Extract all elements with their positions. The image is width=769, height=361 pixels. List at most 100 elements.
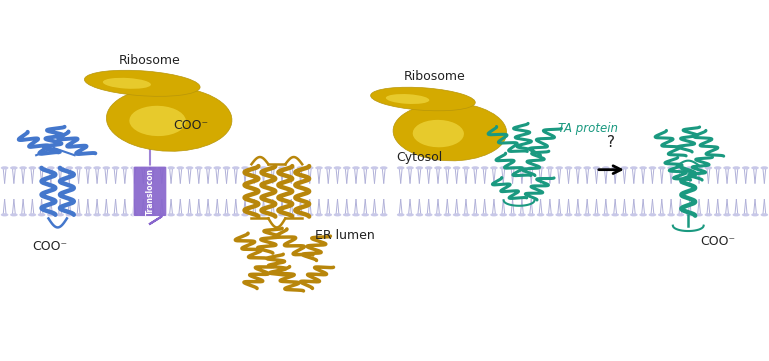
- Ellipse shape: [695, 166, 703, 170]
- Ellipse shape: [406, 213, 414, 217]
- Ellipse shape: [630, 213, 638, 217]
- Ellipse shape: [1, 213, 8, 217]
- Ellipse shape: [444, 166, 451, 170]
- Text: Ribosome: Ribosome: [119, 54, 181, 67]
- Ellipse shape: [611, 213, 619, 217]
- Ellipse shape: [288, 166, 295, 170]
- Ellipse shape: [93, 213, 101, 217]
- Ellipse shape: [471, 166, 479, 170]
- Ellipse shape: [10, 166, 18, 170]
- Ellipse shape: [214, 166, 221, 170]
- Ellipse shape: [177, 213, 184, 217]
- Ellipse shape: [121, 213, 128, 217]
- Ellipse shape: [65, 166, 73, 170]
- Ellipse shape: [130, 166, 138, 170]
- FancyBboxPatch shape: [133, 166, 167, 217]
- Ellipse shape: [602, 213, 610, 217]
- Ellipse shape: [334, 213, 341, 217]
- Ellipse shape: [28, 213, 36, 217]
- Ellipse shape: [186, 213, 193, 217]
- Ellipse shape: [555, 213, 563, 217]
- Ellipse shape: [677, 213, 684, 217]
- Ellipse shape: [93, 166, 101, 170]
- Ellipse shape: [630, 166, 638, 170]
- Text: TA protein: TA protein: [558, 122, 618, 135]
- Ellipse shape: [361, 166, 369, 170]
- Ellipse shape: [195, 166, 202, 170]
- Ellipse shape: [611, 166, 619, 170]
- Ellipse shape: [564, 213, 572, 217]
- Ellipse shape: [260, 213, 268, 217]
- Text: COO⁻: COO⁻: [700, 235, 735, 248]
- Ellipse shape: [47, 213, 55, 217]
- Ellipse shape: [371, 87, 475, 111]
- Ellipse shape: [564, 166, 572, 170]
- Ellipse shape: [278, 166, 286, 170]
- Ellipse shape: [397, 166, 404, 170]
- Ellipse shape: [471, 213, 479, 217]
- Ellipse shape: [167, 166, 175, 170]
- Ellipse shape: [686, 166, 694, 170]
- Ellipse shape: [371, 166, 378, 170]
- Ellipse shape: [667, 213, 675, 217]
- Ellipse shape: [241, 166, 249, 170]
- Ellipse shape: [214, 213, 221, 217]
- Ellipse shape: [343, 213, 351, 217]
- Ellipse shape: [714, 213, 721, 217]
- Ellipse shape: [695, 213, 703, 217]
- Ellipse shape: [415, 213, 423, 217]
- Ellipse shape: [167, 213, 175, 217]
- Ellipse shape: [415, 166, 423, 170]
- Ellipse shape: [56, 166, 64, 170]
- Ellipse shape: [297, 213, 305, 217]
- Ellipse shape: [434, 166, 442, 170]
- Ellipse shape: [453, 213, 461, 217]
- Ellipse shape: [639, 213, 647, 217]
- Ellipse shape: [112, 166, 119, 170]
- Ellipse shape: [139, 213, 147, 217]
- Ellipse shape: [406, 166, 414, 170]
- Ellipse shape: [19, 166, 27, 170]
- Ellipse shape: [106, 87, 232, 151]
- Ellipse shape: [574, 166, 581, 170]
- Ellipse shape: [352, 166, 360, 170]
- Ellipse shape: [260, 166, 268, 170]
- Ellipse shape: [742, 213, 750, 217]
- Ellipse shape: [546, 166, 554, 170]
- Ellipse shape: [723, 213, 731, 217]
- Ellipse shape: [380, 166, 388, 170]
- Text: ER lumen: ER lumen: [315, 229, 375, 242]
- Ellipse shape: [288, 213, 295, 217]
- Ellipse shape: [490, 166, 498, 170]
- Ellipse shape: [75, 213, 82, 217]
- Ellipse shape: [434, 213, 442, 217]
- Ellipse shape: [325, 166, 332, 170]
- Ellipse shape: [621, 166, 628, 170]
- Ellipse shape: [103, 78, 151, 89]
- Ellipse shape: [297, 166, 305, 170]
- Ellipse shape: [593, 213, 601, 217]
- Ellipse shape: [658, 213, 666, 217]
- Ellipse shape: [658, 166, 666, 170]
- Ellipse shape: [38, 213, 45, 217]
- Ellipse shape: [462, 213, 470, 217]
- Ellipse shape: [386, 94, 429, 104]
- Ellipse shape: [306, 213, 314, 217]
- Ellipse shape: [38, 166, 45, 170]
- Ellipse shape: [462, 166, 470, 170]
- Text: COO⁻: COO⁻: [173, 119, 208, 132]
- Ellipse shape: [490, 213, 498, 217]
- Ellipse shape: [325, 213, 332, 217]
- Ellipse shape: [177, 166, 184, 170]
- Ellipse shape: [444, 213, 451, 217]
- Ellipse shape: [121, 166, 128, 170]
- Ellipse shape: [241, 213, 249, 217]
- Ellipse shape: [518, 213, 526, 217]
- Ellipse shape: [733, 213, 741, 217]
- Ellipse shape: [139, 166, 147, 170]
- Ellipse shape: [397, 213, 404, 217]
- Ellipse shape: [704, 166, 712, 170]
- Ellipse shape: [528, 213, 535, 217]
- Ellipse shape: [761, 213, 768, 217]
- Ellipse shape: [84, 213, 92, 217]
